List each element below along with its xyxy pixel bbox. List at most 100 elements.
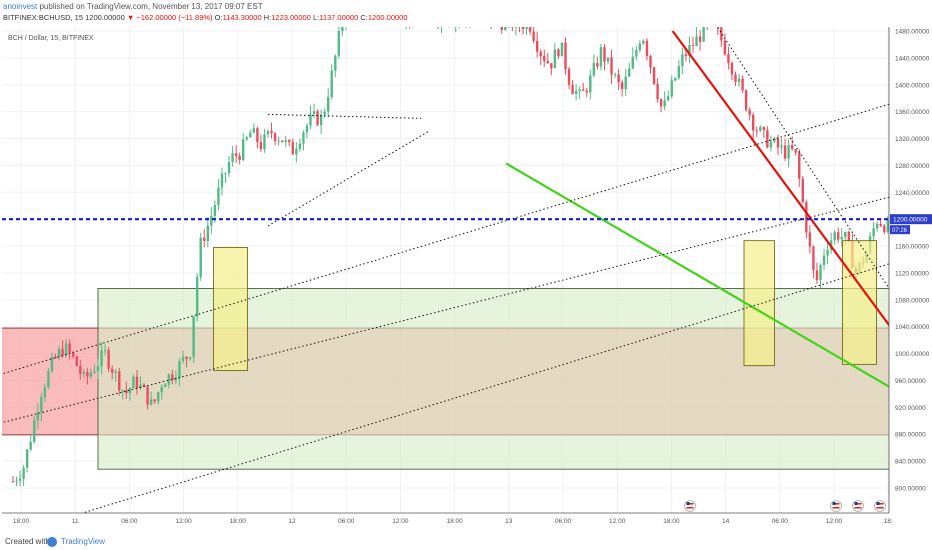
candle-body bbox=[121, 390, 124, 392]
candle-body bbox=[29, 441, 32, 450]
candle-body bbox=[68, 343, 71, 353]
candle-body bbox=[96, 366, 100, 372]
candle-body bbox=[103, 350, 107, 352]
candle-body bbox=[787, 145, 790, 159]
candles bbox=[11, 27, 889, 487]
candle-body bbox=[603, 47, 606, 62]
candle-body bbox=[224, 173, 227, 175]
price-tick-label: 880.00000 bbox=[895, 432, 926, 439]
price-tick-label: 1480.00000 bbox=[895, 29, 930, 36]
time-tick-label: 06:00 bbox=[555, 518, 572, 525]
candle-body bbox=[118, 371, 121, 391]
candle-body bbox=[15, 480, 18, 482]
candle-body bbox=[886, 219, 889, 232]
time-tick-label: 11 bbox=[72, 518, 79, 525]
candle-body bbox=[263, 134, 266, 150]
candle-body bbox=[798, 152, 801, 179]
candle-body bbox=[107, 350, 110, 369]
candle-body bbox=[277, 140, 280, 142]
price-tick-label: 1400.00000 bbox=[895, 82, 930, 89]
flag-stripe bbox=[854, 503, 862, 505]
time-tick-label: 18:00 bbox=[663, 518, 680, 525]
red-trend bbox=[671, 30, 889, 327]
candle-body bbox=[203, 237, 206, 241]
candle-body bbox=[560, 42, 564, 57]
chart-header: anoinvest published on TradingView.com, … bbox=[3, 2, 263, 12]
time-tick-label: 12 bbox=[288, 518, 296, 525]
us-flag-icon bbox=[874, 500, 886, 512]
candle-body bbox=[628, 68, 631, 77]
time-tick-label: 12:00 bbox=[609, 518, 626, 525]
price-tag bbox=[890, 214, 932, 225]
candle-body bbox=[752, 114, 755, 131]
candle-body bbox=[677, 66, 681, 78]
flag-stripe bbox=[686, 503, 694, 505]
close-value: 1200.00000 bbox=[367, 13, 408, 22]
price-tick-label: 1160.00000 bbox=[895, 244, 929, 251]
candle-body bbox=[149, 399, 153, 405]
candle-body bbox=[766, 130, 769, 148]
us-flag-icon bbox=[830, 500, 842, 512]
candle-body bbox=[18, 478, 22, 481]
tradingview-brand[interactable]: TradingView bbox=[61, 537, 106, 546]
candle-body bbox=[624, 76, 627, 90]
yellow-boxes bbox=[213, 240, 877, 371]
candle-body bbox=[539, 51, 542, 57]
candle-body bbox=[174, 377, 178, 381]
candle-body bbox=[337, 31, 341, 56]
candle-body bbox=[302, 132, 305, 144]
time-tick-label: 06:00 bbox=[772, 518, 789, 525]
candle-body bbox=[535, 40, 539, 52]
candle-body bbox=[316, 111, 319, 126]
candle-body bbox=[642, 40, 645, 44]
time-tick-label: 18:00 bbox=[230, 518, 247, 525]
candle-body bbox=[199, 237, 202, 277]
candle-body bbox=[557, 49, 560, 57]
legend-title: BCH / Dollar, 15, BITFINEX bbox=[8, 35, 94, 42]
candle-body bbox=[759, 127, 762, 131]
flag-stripe bbox=[854, 507, 862, 509]
candle-body bbox=[670, 80, 673, 97]
candle-body bbox=[110, 368, 114, 373]
candle-body bbox=[681, 54, 684, 67]
candle-body bbox=[259, 142, 263, 150]
candle-body bbox=[847, 231, 851, 242]
candle-body bbox=[93, 371, 96, 373]
candle-body bbox=[305, 125, 309, 133]
price-tick-label: 1440.00000 bbox=[895, 55, 930, 62]
high-value: 1223.00000 bbox=[271, 13, 311, 22]
candle-body bbox=[213, 205, 217, 217]
candle-body bbox=[667, 96, 670, 101]
zones bbox=[2, 287, 889, 470]
candle-body bbox=[720, 27, 723, 41]
candle-body bbox=[153, 399, 156, 402]
created-with-text: Created with bbox=[5, 537, 50, 546]
candle-body bbox=[649, 55, 652, 68]
candle-body bbox=[280, 140, 284, 143]
candle-body bbox=[220, 173, 224, 188]
candle-body bbox=[249, 132, 252, 138]
candle-body bbox=[100, 350, 103, 367]
candle-body bbox=[86, 372, 89, 377]
symbol-line: BITFINEX:BCHUSD, 15 1200.00000 ▼ −162.00… bbox=[3, 13, 408, 23]
candle-body bbox=[741, 78, 744, 91]
candle-body bbox=[252, 128, 256, 133]
candle-body bbox=[808, 232, 812, 247]
candle-body bbox=[210, 216, 213, 226]
candle-body bbox=[822, 255, 826, 266]
candle-body bbox=[33, 420, 36, 442]
candle-body bbox=[64, 343, 68, 356]
flag-canton bbox=[854, 502, 858, 505]
candle-body bbox=[330, 70, 333, 98]
candle-body bbox=[528, 27, 532, 32]
price-change: −162.00000 (−11.89%) bbox=[136, 13, 213, 22]
candle-body bbox=[319, 114, 323, 126]
event-markers bbox=[684, 500, 886, 512]
candle-body bbox=[783, 145, 787, 159]
time-tick-label: 06:00 bbox=[338, 518, 355, 525]
flag-canton bbox=[832, 502, 836, 505]
candle-body bbox=[89, 372, 93, 377]
author-link[interactable]: anoinvest bbox=[3, 2, 38, 11]
candle-body bbox=[698, 36, 702, 42]
